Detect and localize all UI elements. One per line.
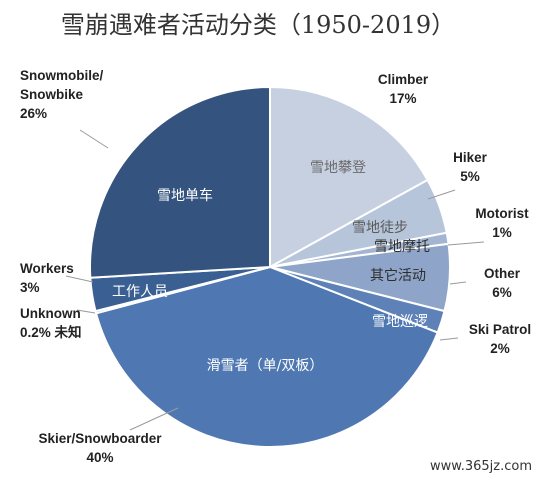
- slice-pct-label-hiker: 5%: [460, 169, 480, 184]
- slice-outer-labels: Climber 17% Hiker 5% Motorist 1% Other 6% Ski Pa…: [20, 68, 531, 465]
- slice-inner-label-ski-patrol: 雪地巡逻: [372, 314, 428, 330]
- slice-name-label-climber: Climber: [378, 72, 429, 87]
- slice-pct-label-motorist: 1%: [492, 225, 512, 240]
- slice-inner-label-other: 其它活动: [370, 267, 426, 284]
- watermark-text: www.365jz.com: [430, 459, 532, 474]
- slice-pct-label-unknown: 0.2% 未知: [20, 324, 82, 340]
- slice-pct-label-workers: 3%: [20, 280, 40, 295]
- slice-name-label-other: Other: [484, 266, 521, 281]
- slice-name-label-ski-patrol: Ski Patrol: [469, 322, 531, 337]
- pie-slice-climber: [269, 85, 429, 269]
- slice-name-label-motorist: Motorist: [475, 206, 529, 221]
- slice-pct-label-snowmobile-snowbike: 26%: [20, 106, 47, 121]
- leader-line-ski-patrol: [439, 337, 459, 341]
- slice-name-label-snowmobile-snowbike-1: Snowmobile/: [20, 68, 104, 83]
- pie-slices: [89, 85, 451, 448]
- pie-slice-snowmobile-snowbike: [89, 85, 271, 279]
- leader-line-other: [449, 281, 467, 285]
- slice-inner-label-workers: 工作人员: [112, 284, 168, 300]
- leader-lines: [65, 129, 485, 431]
- chart-title: 雪崩遇难者活动分类（1950-2019）: [61, 11, 455, 39]
- slice-pct-label-ski-patrol: 2%: [490, 341, 510, 356]
- slice-inner-label-climber: 雪地攀登: [310, 160, 366, 176]
- slice-inner-label-snowmobile-snowbike: 雪地单车: [157, 187, 213, 204]
- leader-line-hiker: [427, 189, 456, 200]
- slice-name-label-unknown: Unknown: [20, 306, 81, 321]
- leader-line-skier-snowboarder: [129, 407, 179, 431]
- slice-name-label-skier-snowboarder: Skier/Snowboarder: [38, 431, 162, 446]
- slice-inner-label-motorist: 雪地摩托: [374, 238, 430, 255]
- leader-line-unknown: [76, 309, 96, 314]
- slice-name-label-hiker: Hiker: [453, 150, 488, 165]
- pie-slice-skier-snowboarder: [94, 265, 439, 448]
- slice-inner-label-hiker: 雪地徒步: [352, 220, 408, 236]
- leader-line-motorist: [447, 241, 485, 246]
- slice-name-label-snowmobile-snowbike-2: Snowbike: [20, 87, 84, 102]
- leader-line-snowmobile-snowbike: [79, 129, 109, 149]
- leader-line-workers: [65, 275, 94, 283]
- slice-name-label-workers: Workers: [20, 261, 74, 276]
- slice-pct-label-other: 6%: [492, 285, 512, 300]
- slice-pct-label-climber: 17%: [389, 91, 416, 106]
- slice-inner-label-skier-snowboarder: 滑雪者（单/双板）: [207, 357, 324, 374]
- slice-pct-label-skier-snowboarder: 40%: [86, 450, 113, 465]
